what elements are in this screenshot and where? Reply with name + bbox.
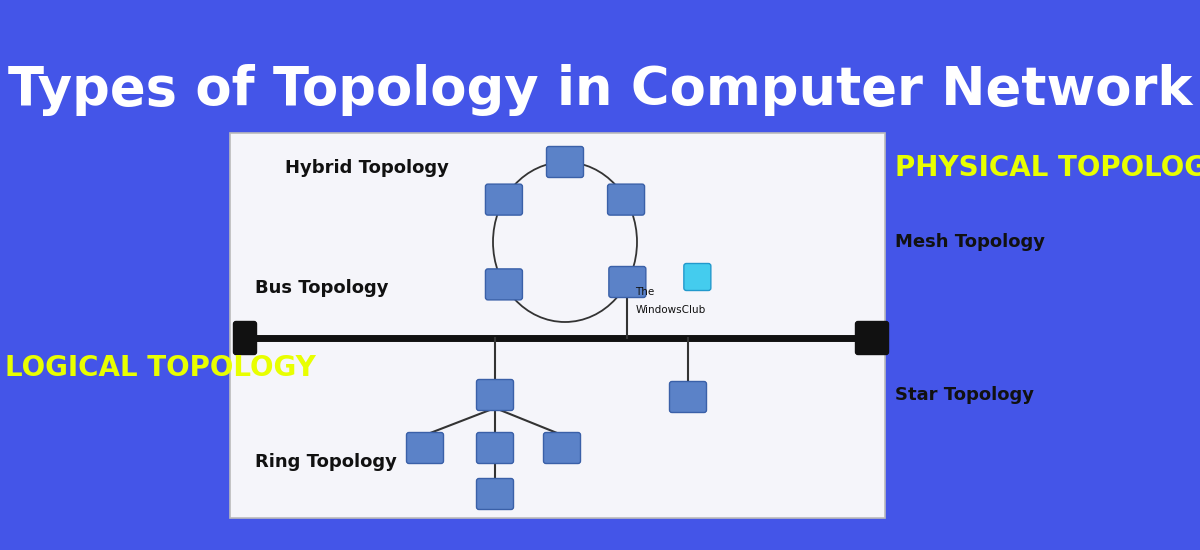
Text: Mesh Topology: Mesh Topology (895, 233, 1045, 251)
Text: WindowsClub: WindowsClub (635, 305, 706, 315)
FancyBboxPatch shape (546, 146, 583, 178)
Text: PHYSICAL TOPOLOGY: PHYSICAL TOPOLOGY (895, 154, 1200, 182)
Text: LOGICAL TOPOLOGY: LOGICAL TOPOLOGY (5, 354, 316, 382)
FancyBboxPatch shape (486, 184, 522, 215)
FancyBboxPatch shape (234, 322, 257, 355)
FancyBboxPatch shape (407, 432, 444, 464)
FancyBboxPatch shape (607, 184, 644, 215)
Text: Types of Topology in Computer Network: Types of Topology in Computer Network (8, 64, 1192, 116)
FancyBboxPatch shape (476, 478, 514, 509)
Text: The: The (635, 287, 655, 297)
FancyBboxPatch shape (608, 267, 646, 298)
FancyBboxPatch shape (670, 382, 707, 412)
Text: Ring Topology: Ring Topology (254, 453, 397, 471)
FancyBboxPatch shape (486, 269, 522, 300)
FancyBboxPatch shape (856, 322, 888, 355)
Text: Hybrid Topology: Hybrid Topology (286, 159, 449, 177)
FancyBboxPatch shape (684, 263, 710, 290)
FancyBboxPatch shape (230, 133, 886, 518)
Text: Star Topology: Star Topology (895, 386, 1034, 404)
Text: Bus Topology: Bus Topology (254, 279, 389, 297)
FancyBboxPatch shape (544, 432, 581, 464)
FancyBboxPatch shape (476, 379, 514, 410)
FancyBboxPatch shape (476, 432, 514, 464)
